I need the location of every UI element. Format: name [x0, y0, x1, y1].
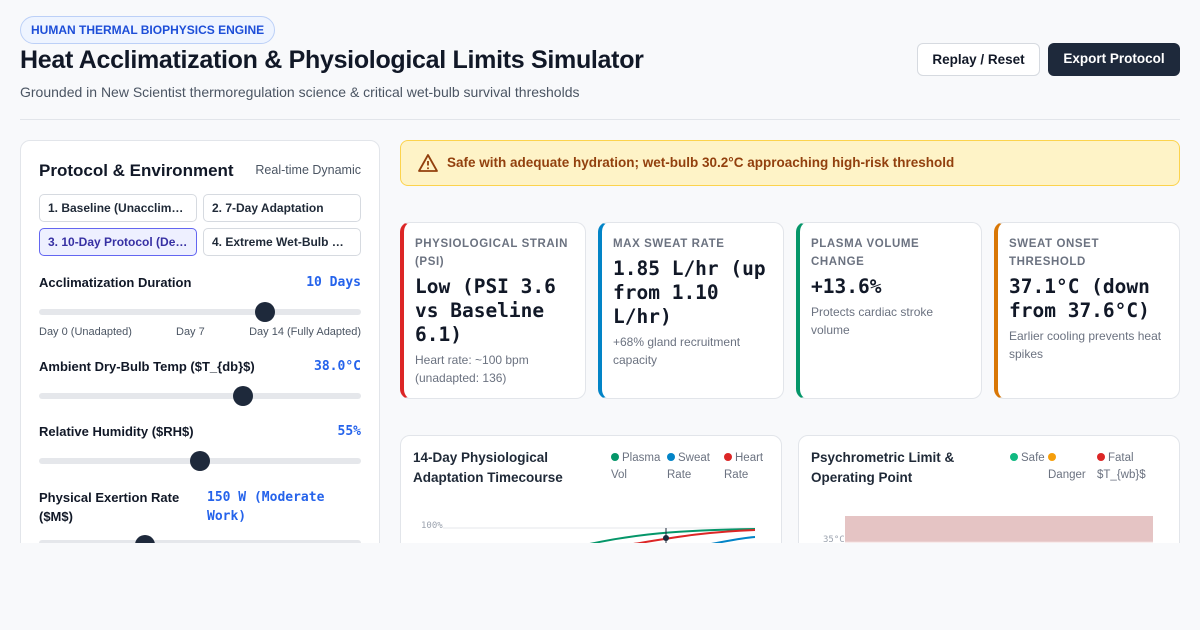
control-label: Ambient Dry-Bulb Temp ($T_{db}$): [39, 359, 255, 374]
control-value: 38.0°C: [314, 359, 361, 374]
legend-label: Sweat Rate: [667, 452, 710, 481]
legend-label: Plasma Vol: [611, 452, 661, 481]
chart-card: 14-Day Physiological Adaptation Timecour…: [400, 435, 782, 543]
legend-item: Safe: [1010, 450, 1046, 467]
viewport: HUMAN THERMAL BIOPHYSICS ENGINE Heat Acc…: [20, 16, 1180, 543]
curve: [589, 528, 756, 543]
chart-title: 14-Day Physiological Adaptation Timecour…: [413, 450, 563, 485]
metric-label: PHYSIOLOGICAL STRAIN (PSI): [415, 238, 568, 268]
slider-track[interactable]: [39, 540, 361, 543]
curve: [710, 536, 756, 543]
reset-button[interactable]: Replay / Reset: [917, 43, 1040, 76]
metric-card: PHYSIOLOGICAL STRAIN (PSI) Low (PSI 3.6 v…: [400, 222, 586, 399]
warning-icon: [418, 154, 438, 172]
scale-label: Day 14 (Fully Adapted): [249, 326, 361, 338]
slider-thumb[interactable]: [233, 386, 253, 406]
control-value: 55%: [337, 424, 361, 439]
slider-thumb[interactable]: [255, 302, 275, 322]
scale-label: Day 0 (Unadapted): [39, 326, 132, 338]
chart-title: Psychrometric Limit & Operating Point: [811, 450, 955, 485]
mode: Real-time Dynamic: [255, 163, 361, 177]
protocol-button[interactable]: 3. 10-Day Protocol (De…: [39, 228, 197, 256]
control-label: Physical Exertion Rate ($M$): [39, 490, 180, 524]
slider-thumb[interactable]: [135, 535, 155, 543]
y-tick-label: 100%: [421, 521, 443, 531]
control-label: Relative Humidity ($RH$): [39, 424, 194, 439]
metric-label: SWEAT ONSET THRESHOLD: [1009, 238, 1100, 268]
chart-plot: 35°C: [823, 516, 1153, 543]
scale-label: Day 7: [176, 326, 205, 338]
protocol-button[interactable]: 2. 7-Day Adaptation: [203, 194, 361, 222]
y-tick-label: 35°C: [823, 535, 845, 543]
metric-card: PLASMA VOLUME CHANGE +13.6% Protects cardi…: [796, 222, 982, 399]
metric-note: Heart rate: ~100 bpm (unadapted: 136): [415, 353, 529, 385]
chart-plot: 100%: [421, 521, 756, 543]
metric-label: PLASMA VOLUME CHANGE: [811, 238, 920, 268]
control-value: 150 W (Moderate Work): [207, 490, 325, 524]
metric-value: Low (PSI 3.6 vs Baseline 6.1): [415, 275, 556, 346]
slider-thumb[interactable]: [190, 451, 210, 471]
protocol-button[interactable]: 1. Baseline (Unacclim…: [39, 194, 197, 222]
metric-label: MAX SWEAT RATE: [613, 238, 725, 250]
divider: [20, 119, 1180, 120]
subtitle: Grounded in New Scientist thermoregulati…: [20, 84, 580, 100]
sidebar: [20, 140, 380, 543]
legend-item: Heart Rate: [724, 450, 774, 484]
legend-item: Plasma Vol: [611, 450, 661, 484]
legend-label: Heart Rate: [724, 452, 764, 481]
metric-value: +13.6%: [811, 275, 882, 298]
legend-label: Safe: [1021, 452, 1045, 464]
fatal-zone: [845, 516, 1153, 542]
metric-value: 1.85 L/hr (up from 1.10 L/hr): [613, 257, 766, 328]
sidebar-title: Protocol & Environment: [39, 161, 234, 180]
export-button[interactable]: Export Protocol: [1048, 43, 1180, 76]
alert: Safe with adequate hydration; wet-bulb 3…: [400, 140, 1180, 186]
chart-card: Psychrometric Limit & Operating Point Sa…: [798, 435, 1180, 543]
metric-note: Earlier cooling prevents heat spikes: [1009, 329, 1162, 361]
control-value: 10 Days: [306, 275, 361, 290]
legend-item: Fatal $T_{wb}$: [1097, 450, 1167, 484]
legend-label: Danger: [1048, 469, 1086, 481]
slider-track[interactable]: [39, 309, 361, 315]
legend-label: Fatal $T_{wb}$: [1097, 452, 1146, 481]
legend-item: Sweat Rate: [667, 450, 719, 484]
protocol-button[interactable]: 4. Extreme Wet-Bulb …: [203, 228, 361, 256]
metric-value: 37.1°C (down from 37.6°C): [1009, 275, 1150, 322]
metric-note: +68% gland recruitment capacity: [613, 335, 741, 367]
alert-text: Safe with adequate hydration; wet-bulb 3…: [447, 155, 955, 170]
page-title: Heat Acclimatization & Physiological Lim…: [20, 46, 644, 74]
control-label: Acclimatization Duration: [39, 275, 192, 290]
metric-note: Protects cardiac stroke volume: [811, 305, 934, 337]
legend-item: Danger: [1048, 450, 1094, 484]
marker: [663, 535, 669, 541]
badge: HUMAN THERMAL BIOPHYSICS ENGINE: [20, 16, 276, 44]
slider-track[interactable]: [39, 393, 361, 399]
curve: [633, 529, 756, 543]
metric-card: SWEAT ONSET THRESHOLD 37.1°C (down from 3…: [994, 222, 1180, 399]
metric-card: MAX SWEAT RATE 1.85 L/hr (up from 1.10 L/…: [598, 222, 784, 399]
